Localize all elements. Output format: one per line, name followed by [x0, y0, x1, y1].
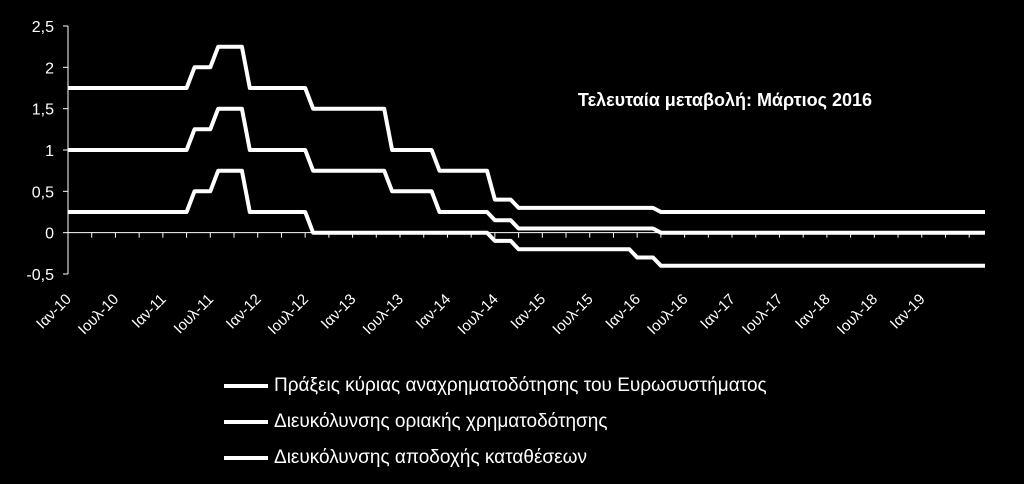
- chart-annotation: Τελευταία μεταβολή: Μάρτιος 2016: [578, 90, 872, 110]
- legend-label: Διευκόλυνσης αποδοχής καταθέσεων: [274, 447, 587, 468]
- x-tick-label: Ιουλ-13: [360, 291, 407, 338]
- x-tick-label: Ιαν-10: [33, 291, 75, 333]
- x-tick-label: Ιουλ-16: [644, 291, 691, 338]
- y-tick-labels: 2,5 2 1,5 1 0,5 0 -0,5: [26, 19, 54, 284]
- y-tick-label: 1: [45, 143, 54, 160]
- legend-swatch: [224, 384, 268, 388]
- y-tick-label: 2,5: [32, 19, 54, 36]
- x-tick-label: Ιαν-19: [887, 291, 929, 333]
- x-tick-label: Ιαν-17: [697, 291, 739, 333]
- series-line-2: [68, 168, 985, 268]
- legend-label: Διευκόλυνσης οριακής χρηματοδότησης: [274, 411, 608, 432]
- y-tick-label: 2: [45, 60, 54, 77]
- x-tick-label: Ιαν-15: [507, 291, 549, 333]
- legend-label: Πράξεις κύριας αναχρηματοδότησης του Ευρ…: [274, 375, 767, 396]
- series-line-0: [68, 106, 985, 235]
- x-tick-label: Ιαν-12: [223, 291, 265, 333]
- legend-swatch: [224, 420, 268, 424]
- x-tick-label: Ιουλ-10: [75, 291, 122, 338]
- y-tick-label: 0: [45, 226, 54, 243]
- x-tick-label: Ιουλ-18: [834, 291, 881, 338]
- x-tick-labels: Ιαν-10 Ιουλ-10 Ιαν-11 Ιουλ-11 Ιαν-12 Ιουλ-12 Ι…: [33, 291, 929, 338]
- x-tick-label: Ιαν-14: [413, 291, 455, 333]
- y-tick-label: 0,5: [32, 184, 54, 201]
- x-tick-label: Ιαν-13: [318, 291, 360, 333]
- legend-swatch: [224, 456, 268, 460]
- x-tick-label: Ιουλ-17: [739, 291, 786, 338]
- legend-item: Πράξεις κύριας αναχρηματοδότησης του Ευρ…: [224, 368, 767, 404]
- x-tick-label: Ιαν-18: [792, 291, 834, 333]
- x-tick-label: Ιαν-11: [129, 291, 170, 332]
- series-line-1: [68, 44, 985, 214]
- y-tick-label: -0,5: [26, 267, 54, 284]
- x-tick-label: Ιουλ-14: [454, 291, 501, 338]
- axes: [63, 25, 985, 275]
- series-lines: [68, 44, 985, 268]
- legend: Πράξεις κύριας αναχρηματοδότησης του Ευρ…: [224, 368, 767, 476]
- x-tick-label: Ιαν-16: [602, 291, 644, 333]
- legend-item: Διευκόλυνσης αποδοχής καταθέσεων: [224, 440, 767, 476]
- x-tick-label: Ιουλ-15: [549, 291, 596, 338]
- x-tick-label: Ιουλ-11: [171, 291, 218, 338]
- x-tick-label: Ιουλ-12: [265, 291, 312, 338]
- legend-item: Διευκόλυνσης οριακής χρηματοδότησης: [224, 404, 767, 440]
- y-tick-label: 1,5: [32, 102, 54, 119]
